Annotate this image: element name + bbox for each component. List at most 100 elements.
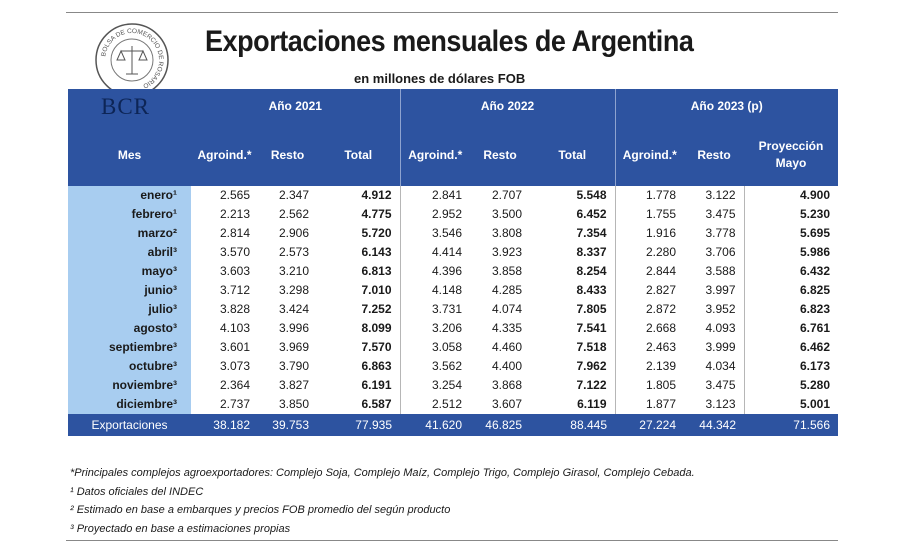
value-cell: 4.093 — [705, 321, 736, 335]
table-row: noviembre³ 2.364 3.827 6.191 3.254 3.868 7.122… — [68, 376, 838, 395]
value-cell: 3.858 — [491, 264, 522, 278]
value-cell: 3.712 — [219, 283, 250, 297]
footer-cell: 88.445 — [530, 414, 615, 436]
col-header-proyeccion-mayo: Proyección Mayo — [744, 124, 838, 186]
value-cell: 3.073 — [219, 359, 250, 373]
value-cell: 4.396 — [399, 262, 470, 281]
footer-cell: 41.620 — [400, 414, 470, 436]
value-cell: 4.460 — [491, 340, 522, 354]
value-cell: 3.424 — [278, 302, 309, 316]
col-header-resto-2023: Resto — [684, 124, 744, 186]
value-cell: 3.997 — [705, 283, 736, 297]
value-cell: 3.731 — [399, 300, 470, 319]
total-cell: 8.254 — [576, 264, 607, 278]
footnote: ³ Proyectado en base a estimaciones prop… — [70, 522, 291, 535]
value-cell: 2.906 — [278, 226, 309, 240]
value-cell: 2.463 — [614, 338, 684, 357]
value-cell: 3.850 — [278, 397, 309, 411]
value-cell: 3.778 — [705, 226, 736, 240]
total-cell: 6.119 — [577, 397, 607, 411]
value-cell: 3.706 — [705, 245, 736, 259]
table-row: febrero¹ 2.213 2.562 4.775 2.952 3.500 6.452 1.… — [68, 205, 838, 224]
value-cell: 4.414 — [399, 243, 470, 262]
month-cell: octubre³ — [68, 357, 191, 376]
table-row: diciembre³ 2.737 3.850 6.587 2.512 3.607 6.119… — [68, 395, 838, 414]
table-row: junio³ 3.712 3.298 7.010 4.148 4.285 8.433 2.82… — [68, 281, 838, 300]
bottom-rule — [66, 540, 838, 541]
value-cell: 2.280 — [614, 243, 684, 262]
value-cell: 2.512 — [399, 395, 470, 414]
value-cell: 2.827 — [614, 281, 684, 300]
footnote: ¹ Datos oficiales del INDEC — [70, 485, 204, 498]
footer-cell: 46.825 — [470, 414, 530, 436]
total-cell: 6.462 — [743, 338, 838, 357]
total-cell: 4.775 — [361, 207, 392, 221]
value-cell: 3.868 — [491, 378, 522, 392]
total-cell: 6.761 — [743, 319, 838, 338]
year-2023-header: Año 2023 (p) — [614, 89, 838, 124]
value-cell: 3.058 — [399, 338, 470, 357]
value-cell: 4.148 — [399, 281, 470, 300]
value-cell: 3.546 — [399, 224, 470, 243]
table-row: octubre³ 3.073 3.790 6.863 3.562 4.400 7.962 2.… — [68, 357, 838, 376]
month-cell: enero¹ — [68, 186, 191, 205]
month-cell: diciembre³ — [68, 395, 191, 414]
footer-cell: 77.935 — [317, 414, 400, 436]
value-cell: 3.500 — [491, 207, 522, 221]
total-cell: 6.825 — [743, 281, 838, 300]
footer-cell: 71.566 — [744, 414, 838, 436]
value-cell: 3.475 — [705, 378, 736, 392]
page-title: Exportaciones mensuales de Argentina — [205, 25, 694, 58]
exports-table: BCR Año 2021 Año 2022 Año 2023 (p) Mes A… — [68, 89, 838, 436]
month-cell: agosto³ — [68, 319, 191, 338]
footer-cell: 39.753 — [258, 414, 317, 436]
total-cell: 6.813 — [361, 264, 392, 278]
value-cell: 2.347 — [278, 188, 309, 202]
total-cell: 5.695 — [743, 224, 838, 243]
total-cell: 5.548 — [576, 188, 607, 202]
value-cell: 3.607 — [491, 397, 522, 411]
value-cell: 1.916 — [614, 224, 684, 243]
value-cell: 4.034 — [705, 359, 736, 373]
value-cell: 2.364 — [219, 378, 250, 392]
year-2021-header: Año 2021 — [191, 89, 400, 124]
bcr-logo: BCR — [68, 89, 191, 124]
value-cell: 2.213 — [219, 207, 250, 221]
month-cell: julio³ — [68, 300, 191, 319]
value-cell: 3.828 — [219, 302, 250, 316]
value-cell: 4.335 — [491, 321, 522, 335]
month-cell: noviembre³ — [68, 376, 191, 395]
value-cell: 3.562 — [399, 357, 470, 376]
value-cell: 3.996 — [278, 321, 309, 335]
value-cell: 3.206 — [399, 319, 470, 338]
month-cell: mayo³ — [68, 262, 191, 281]
value-cell: 2.872 — [614, 300, 684, 319]
month-cell: marzo² — [68, 224, 191, 243]
value-cell: 2.841 — [399, 186, 470, 205]
value-cell: 2.814 — [219, 226, 250, 240]
page-subtitle: en millones de dólares FOB — [354, 71, 526, 86]
value-cell: 3.790 — [278, 359, 309, 373]
total-cell: 6.823 — [743, 300, 838, 319]
year-header-row: BCR Año 2021 Año 2022 Año 2023 (p) — [68, 89, 838, 124]
total-cell: 8.433 — [576, 283, 607, 297]
value-cell: 2.139 — [614, 357, 684, 376]
value-cell: 3.588 — [705, 264, 736, 278]
top-rule — [66, 12, 838, 13]
total-cell: 6.863 — [361, 359, 392, 373]
footer-cell: 27.224 — [615, 414, 684, 436]
total-cell: 7.010 — [361, 283, 392, 297]
month-cell: junio³ — [68, 281, 191, 300]
value-cell: 2.668 — [614, 319, 684, 338]
month-cell: septiembre³ — [68, 338, 191, 357]
col-header-resto-2021: Resto — [258, 124, 317, 186]
value-cell: 4.285 — [491, 283, 522, 297]
col-header-total-2022: Total — [530, 124, 615, 186]
total-cell: 5.720 — [361, 226, 392, 240]
total-cell: 6.191 — [361, 378, 392, 392]
total-cell: 4.912 — [361, 188, 392, 202]
value-cell: 3.923 — [491, 245, 522, 259]
value-cell: 4.103 — [219, 321, 250, 335]
value-cell: 4.074 — [491, 302, 522, 316]
month-cell: febrero¹ — [68, 205, 191, 224]
